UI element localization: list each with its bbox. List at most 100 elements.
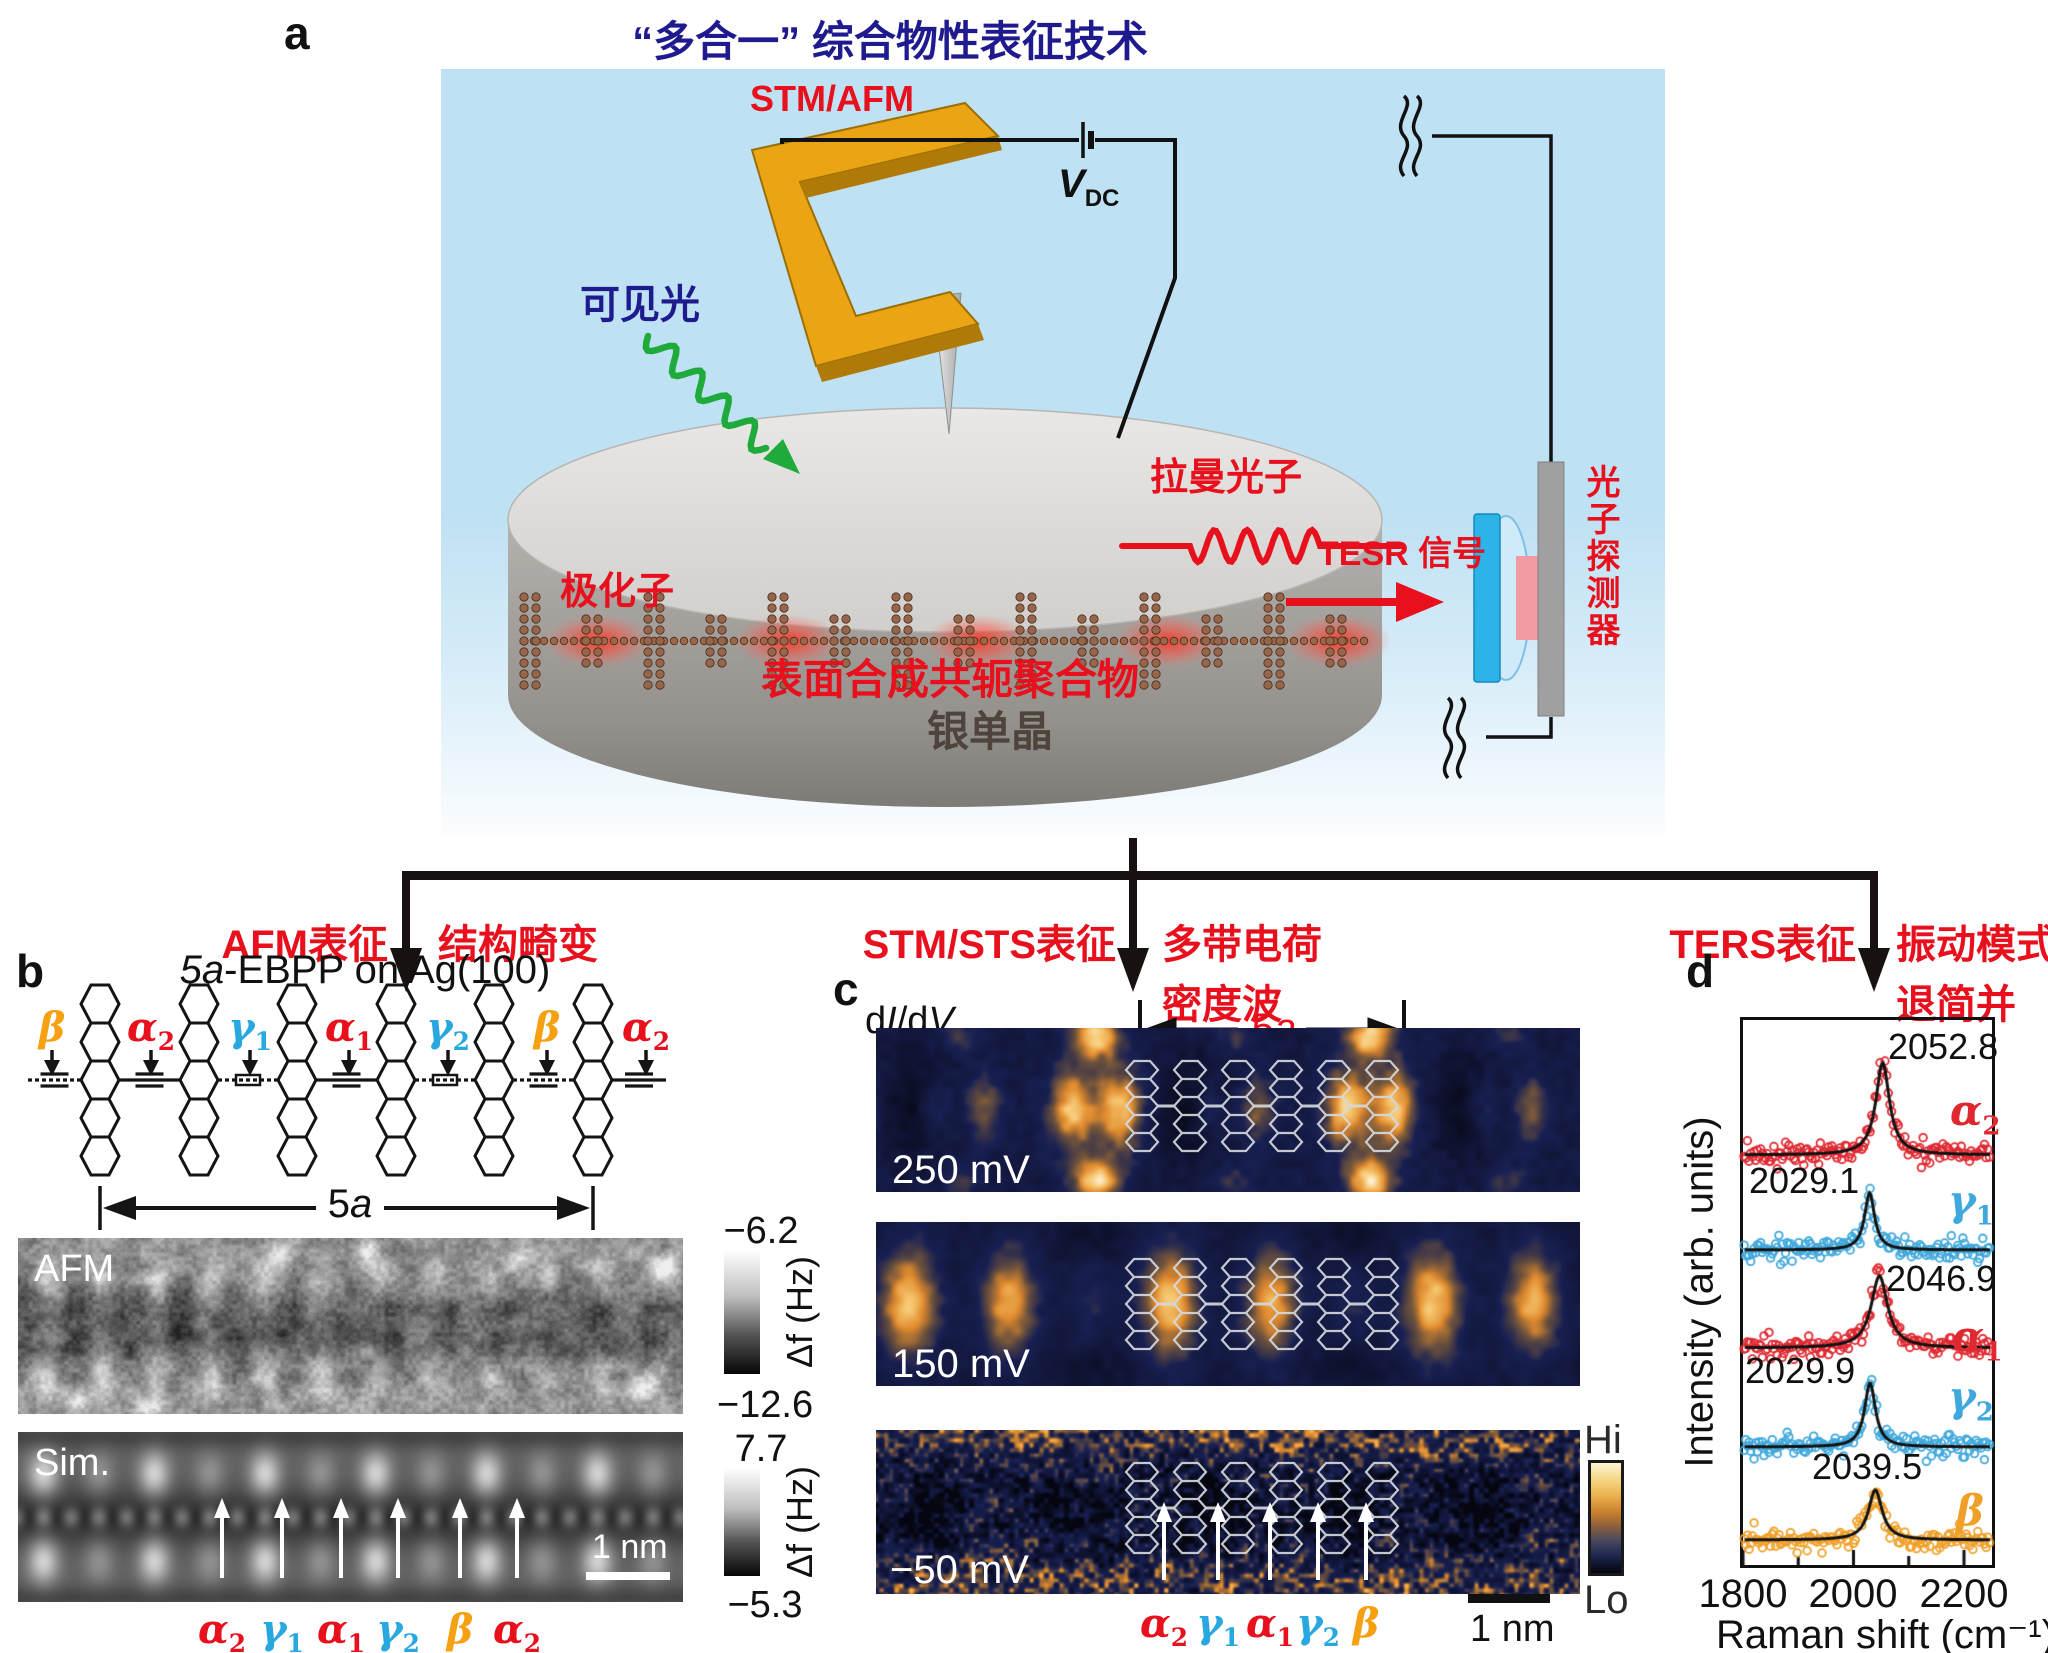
- panel-a-title: “多合一” 综合物性表征技术: [632, 18, 1148, 65]
- didv-colorbar-lo: Lo: [1584, 1578, 1629, 1622]
- sim-marker-α2: α2: [197, 1606, 247, 1653]
- wire-break-icon: [1398, 94, 1467, 780]
- peak-label-alpha1: 2046.9: [1886, 1258, 1997, 1299]
- map-marker-β: β: [1352, 1600, 1380, 1647]
- series-label-alpha1: α1: [1952, 1312, 2003, 1368]
- series-label-alpha2: α2: [1950, 1086, 2001, 1142]
- setup-schematic: [507, 94, 1565, 807]
- silver-crystal-disc: [507, 407, 1383, 807]
- structure-marker-β: β: [38, 1004, 66, 1051]
- peak-label-alpha2: 2052.8: [1888, 1026, 1999, 1067]
- sim-colorbar-unit: Δf (Hz): [779, 1465, 820, 1579]
- branch-afm-technique: AFM表征: [221, 923, 388, 967]
- branch-ters-technique: TERS表征: [1669, 923, 1856, 967]
- unit-cell-span-label-b: 5a: [327, 1182, 373, 1226]
- polaron-label: 极化子: [560, 571, 675, 613]
- afm-image-label: AFM: [34, 1248, 115, 1290]
- map-marker-α2: α2: [1139, 1600, 1189, 1652]
- substrate-label: 银单晶: [926, 708, 1053, 755]
- peak-label-gamma2: 2029.9: [1745, 1350, 1856, 1391]
- sim-colorbar-max: 7.7: [734, 1428, 788, 1470]
- y-axis-label: Intensity (arb. units): [1677, 1116, 1722, 1468]
- detector-bar: [1537, 461, 1565, 717]
- didv-colorbar: [1588, 1460, 1624, 1576]
- branch-sts-technique: STM/STS表征: [862, 923, 1116, 967]
- map-marker-α1: α1: [1245, 1600, 1295, 1652]
- peak-label-gamma1: 2029.1: [1749, 1160, 1860, 1201]
- sim-marker-α1: α1: [316, 1606, 366, 1653]
- sim-marker-α2: α2: [492, 1606, 542, 1653]
- bias-label-minus50mv: −50 mV: [890, 1548, 1029, 1592]
- stm-afm-label: STM/AFM: [750, 78, 914, 119]
- polymer-label: 表面合成共轭聚合物: [760, 656, 1139, 703]
- branch-arrows: [390, 838, 1890, 992]
- polymer-chain: [519, 592, 1392, 690]
- vdc-label: VDC: [1058, 162, 1120, 212]
- sim-arrows-overlay: [214, 1498, 525, 1578]
- bias-label-150mv: 150 mV: [892, 1342, 1030, 1386]
- map-marker-γ1: γ1: [1196, 1600, 1240, 1652]
- chemical-structure: [28, 983, 666, 1230]
- x-tick-1800: 1800: [1698, 1572, 1788, 1616]
- map-marker-γ2: γ2: [1296, 1600, 1340, 1652]
- bias-label-250mv: 250 mV: [892, 1148, 1030, 1192]
- sim-afm-image: [18, 1432, 683, 1602]
- tesr-arrow: [1286, 582, 1444, 622]
- unit-cell-span-c: [1138, 1000, 1406, 1058]
- structure-marker-α1: α1: [324, 1004, 374, 1056]
- didv-map-250mv: [876, 1028, 1580, 1192]
- photon-detector-label: 光子探测器: [1581, 464, 1619, 649]
- panel-a-label: a: [284, 7, 310, 59]
- series-label-gamma1: γ1: [1948, 1176, 1994, 1232]
- molecule-overlay-150mv: [1124, 1257, 1400, 1351]
- lens-and-detector: [1473, 461, 1565, 717]
- panel-d-label: d: [1686, 945, 1715, 997]
- sim-marker-β: β: [446, 1606, 474, 1653]
- panel-c-label: c: [833, 963, 859, 1015]
- sim-marker-γ1: γ1: [260, 1606, 304, 1653]
- sim-marker-γ2: γ2: [376, 1606, 420, 1653]
- structure-marker-γ1: γ1: [228, 1004, 272, 1056]
- raman-spectra-plot: [1726, 1020, 1998, 1565]
- c-scalebar-label: 1 nm: [1470, 1608, 1555, 1650]
- map-arrows-overlay: [1156, 1502, 1374, 1580]
- sim-colorbar: [724, 1468, 760, 1576]
- x-tick-2200: 2200: [1919, 1572, 2009, 1616]
- afm-image: [18, 1238, 683, 1414]
- branch-ters-result-1: 振动模式: [1896, 923, 2048, 967]
- afm-colorbar-unit: Δf (Hz): [779, 1255, 820, 1369]
- detector-circuit-wire: [1398, 94, 1553, 780]
- didv-map-150mv: [876, 1222, 1580, 1386]
- series-label-beta: β: [1956, 1486, 1984, 1535]
- structure-marker-α2: α2: [621, 1004, 671, 1056]
- visible-light-label: 可见光: [580, 283, 700, 327]
- didv-map-minus50mv: [876, 1430, 1580, 1594]
- structure-marker-β: β: [533, 1004, 561, 1051]
- visible-light-arrow: [642, 332, 800, 474]
- branch-sts-result-1: 多带电荷: [1162, 923, 1322, 967]
- c-scalebar: [1468, 1594, 1550, 1603]
- sim-colorbar-min: −5.3: [727, 1584, 803, 1626]
- raman-photon-label: 拉曼光子: [1150, 457, 1303, 499]
- peak-label-beta: 2039.5: [1812, 1446, 1923, 1487]
- molecule-overlay-250mv: [1124, 1059, 1400, 1153]
- sim-scalebar: [586, 1572, 670, 1580]
- x-axis-label: Raman shift (cm⁻¹): [1716, 1613, 2048, 1653]
- branch-afm-result: 结构畸变: [438, 923, 598, 967]
- branch-sts-result-2: 密度波: [1162, 983, 1282, 1027]
- lens-mount: [1473, 513, 1501, 683]
- sim-image-label: Sim.: [34, 1442, 110, 1484]
- raman-photon-wave: [1119, 526, 1405, 566]
- structure-marker-α2: α2: [126, 1004, 176, 1056]
- tuning-fork: [750, 101, 1002, 382]
- bias-circuit-wire: [780, 122, 1177, 439]
- tesr-signal-label: TESR 信号: [1318, 535, 1487, 573]
- panel-b-label: b: [16, 945, 45, 997]
- afm-colorbar: [724, 1250, 760, 1374]
- afm-colorbar-max: −6.2: [723, 1210, 799, 1252]
- series-label-gamma2: γ2: [1948, 1372, 1994, 1428]
- sim-scalebar-label: 1 nm: [592, 1528, 668, 1566]
- didv-colorbar-hi: Hi: [1584, 1418, 1622, 1462]
- afm-colorbar-min: −12.6: [716, 1384, 814, 1426]
